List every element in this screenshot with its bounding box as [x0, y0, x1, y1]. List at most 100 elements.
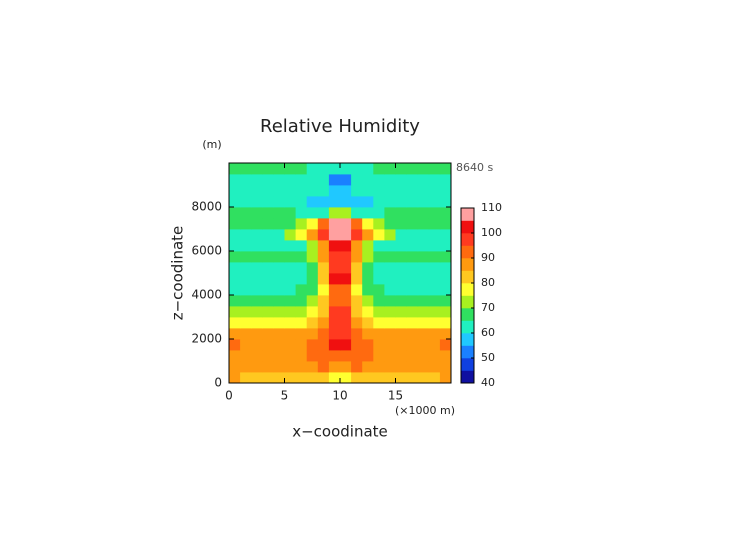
contour-cell: [251, 306, 263, 318]
contour-cell: [229, 339, 241, 351]
colorbar-band: [461, 345, 474, 359]
contour-cell: [240, 196, 252, 208]
contour-cell: [384, 163, 396, 175]
contour-cell: [362, 317, 374, 329]
y-tick-label: 4000: [191, 288, 222, 302]
contour-cell: [351, 339, 363, 351]
contour-cell: [306, 251, 319, 263]
contour-cell: [406, 350, 419, 362]
contour-cell: [240, 262, 252, 274]
contour-cell: [317, 240, 330, 252]
contour-cell: [295, 229, 308, 241]
colorbar-tick-label: 110: [481, 201, 502, 214]
contour-cell: [295, 196, 308, 208]
contour-cell: [273, 328, 285, 340]
contour-cell: [351, 361, 363, 373]
contour-cell: [317, 284, 330, 296]
contour-cell: [373, 163, 385, 175]
contour-cell: [340, 295, 352, 307]
contour-cell: [439, 306, 452, 318]
contour-cell: [328, 218, 341, 230]
contour-cell: [406, 361, 419, 373]
contour-cell: [395, 251, 407, 263]
colorbar-band: [461, 370, 474, 384]
contour-cell: [295, 273, 308, 285]
contour-cell: [306, 207, 319, 219]
contour-cell: [251, 251, 263, 263]
contour-cell: [317, 295, 330, 307]
contour-cell: [328, 306, 341, 318]
contour-cell: [395, 284, 407, 296]
contour-cell: [240, 284, 252, 296]
colorbar-band: [461, 320, 474, 334]
contour-cell: [362, 284, 374, 296]
contour-cell: [317, 262, 330, 274]
contour-cell: [362, 240, 374, 252]
contour-cell: [273, 251, 285, 263]
contour-cell: [229, 207, 241, 219]
contour-cell: [240, 372, 252, 384]
contour-cell: [362, 207, 374, 219]
contour-cell: [340, 317, 352, 329]
contour-cell: [373, 185, 385, 197]
contour-cell: [384, 185, 396, 197]
contour-cell: [406, 284, 419, 296]
contour-cell: [262, 273, 274, 285]
contour-cell: [395, 273, 407, 285]
contour-cell: [273, 273, 285, 285]
chart-title: Relative Humidity: [260, 116, 420, 137]
contour-cell: [306, 284, 319, 296]
contour-cell: [384, 339, 396, 351]
contour-cell: [262, 317, 274, 329]
contour-cell: [317, 317, 330, 329]
contour-cell: [240, 185, 252, 197]
contour-cell: [439, 317, 452, 329]
contour-cell: [317, 218, 330, 230]
contour-cell: [262, 295, 274, 307]
contour-cell: [417, 273, 430, 285]
contour-cell: [284, 207, 296, 219]
colorbar-band: [461, 270, 474, 284]
contour-cell: [262, 163, 274, 175]
contour-cell: [306, 240, 319, 252]
contour-cell: [395, 372, 407, 384]
contour-cell: [395, 262, 407, 274]
contour-cell: [428, 350, 441, 362]
colorbar-band: [461, 283, 474, 296]
contour-cell: [417, 262, 430, 274]
contour-cell: [262, 262, 274, 274]
contour-cell: [229, 372, 241, 384]
contour-cell: [251, 218, 263, 230]
contour-cell: [328, 163, 341, 175]
contour-cell: [351, 273, 363, 285]
contour-cell: [417, 251, 430, 263]
contour-cell: [406, 185, 419, 197]
contour-cell: [328, 350, 341, 362]
contour-cell: [439, 262, 452, 274]
contour-cell: [417, 163, 430, 175]
contour-cell: [295, 284, 308, 296]
contour-cell: [417, 174, 430, 186]
contour-cell: [417, 317, 430, 329]
contour-cell: [306, 229, 319, 241]
contour-cell: [295, 372, 308, 384]
contour-cell: [362, 273, 374, 285]
contour-cell: [284, 284, 296, 296]
contour-cell: [240, 350, 252, 362]
contour-cell: [284, 306, 296, 318]
contour-cell: [284, 251, 296, 263]
contour-cell: [439, 350, 452, 362]
colorbar-tick-label: 100: [481, 226, 502, 239]
contour-cell: [373, 229, 385, 241]
x-tick-label: 15: [388, 389, 403, 403]
contour-cell: [328, 339, 341, 351]
contour-cell: [251, 339, 263, 351]
contour-cell: [428, 262, 441, 274]
contour-cell: [417, 306, 430, 318]
contour-cell: [406, 273, 419, 285]
contour-cell: [317, 174, 330, 186]
contour-cell: [251, 196, 263, 208]
contour-cell: [428, 372, 441, 384]
contour-cell: [340, 361, 352, 373]
contour-cell: [295, 328, 308, 340]
